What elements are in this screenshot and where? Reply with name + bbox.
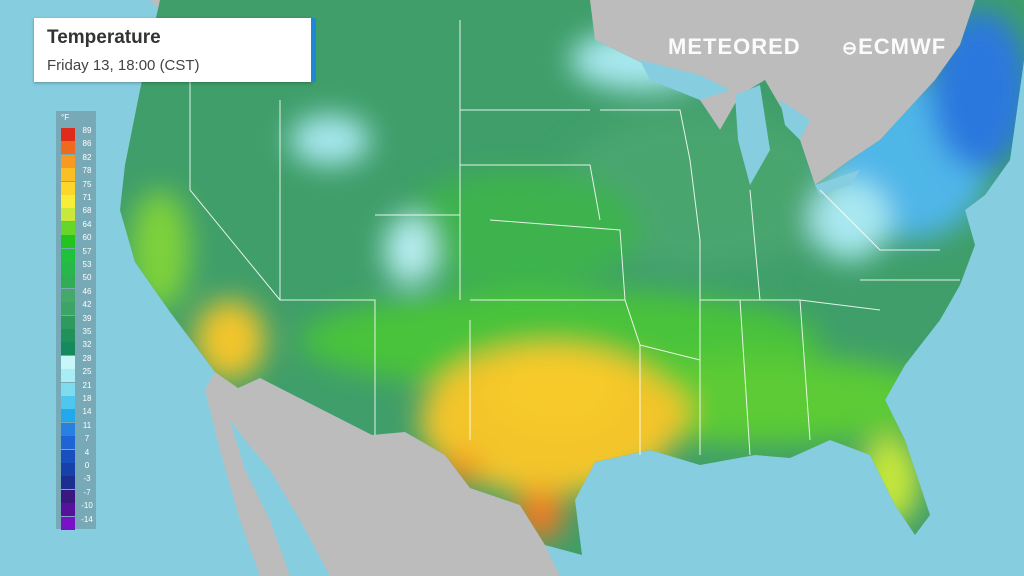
legend-label: 60 bbox=[82, 233, 92, 243]
legend-swatch bbox=[61, 355, 75, 369]
state-borders bbox=[189, 20, 960, 456]
legend-label: 57 bbox=[82, 246, 92, 256]
legend-swatch bbox=[61, 275, 75, 289]
legend-label: 50 bbox=[82, 273, 92, 283]
legend-swatch bbox=[61, 409, 75, 423]
legend-label: -14 bbox=[81, 514, 93, 524]
legend-label: 21 bbox=[82, 380, 92, 390]
legend-swatch bbox=[61, 181, 75, 195]
legend-swatch bbox=[61, 221, 75, 235]
legend-swatch bbox=[61, 449, 75, 463]
legend-swatch bbox=[61, 382, 75, 396]
ecmwf-emblem-icon: ⊖ bbox=[842, 38, 859, 58]
legend-swatch bbox=[61, 168, 75, 182]
forecast-time: Friday 13, 18:00 (CST) bbox=[47, 57, 200, 74]
legend-label: 4 bbox=[84, 447, 90, 457]
legend-swatch bbox=[61, 154, 75, 168]
legend-label: 82 bbox=[82, 152, 92, 162]
legend-swatch bbox=[61, 195, 75, 208]
legend-swatch bbox=[61, 235, 75, 249]
legend-label: 42 bbox=[82, 300, 92, 310]
legend-swatch bbox=[61, 141, 75, 155]
legend-label: -3 bbox=[83, 474, 91, 484]
legend-swatch bbox=[61, 463, 75, 476]
legend-swatch bbox=[61, 476, 75, 490]
legend-swatch bbox=[61, 315, 75, 329]
legend-swatch bbox=[61, 503, 75, 517]
legend-label: -10 bbox=[81, 501, 93, 511]
legend-swatch bbox=[61, 422, 75, 436]
legend-label: 7 bbox=[84, 434, 90, 444]
legend-swatch bbox=[61, 489, 75, 503]
legend-label: 89 bbox=[82, 126, 92, 135]
canada-landmass bbox=[150, 0, 1000, 185]
legend-label: 39 bbox=[82, 313, 92, 323]
legend-label: 32 bbox=[82, 340, 92, 350]
legend-label: 11 bbox=[82, 420, 92, 430]
legend-unit: °F bbox=[61, 113, 70, 122]
title-accent-bar bbox=[311, 18, 316, 82]
legend-label: 86 bbox=[82, 139, 92, 149]
legend-label: 0 bbox=[84, 461, 90, 470]
legend-label: 53 bbox=[82, 260, 92, 269]
legend-swatch bbox=[61, 262, 75, 275]
legend-label: 75 bbox=[82, 179, 92, 189]
mexico-landmass bbox=[205, 372, 560, 576]
legend-label: 68 bbox=[82, 206, 92, 216]
legend-label: 28 bbox=[82, 353, 92, 363]
legend-swatch bbox=[61, 302, 75, 316]
legend-swatch bbox=[61, 288, 75, 302]
legend-label: 78 bbox=[82, 166, 92, 176]
legend-swatch bbox=[61, 342, 75, 356]
legend-swatch bbox=[61, 329, 75, 342]
legend-swatch bbox=[61, 248, 75, 262]
legend-label: 14 bbox=[82, 407, 92, 417]
great-lakes bbox=[640, 60, 860, 195]
legend-swatch bbox=[61, 369, 75, 383]
temperature-legend: °F 89 86 82 78 75 71 68 64 60 57 53 50 46 42 39 35 32 28 2… bbox=[56, 111, 96, 530]
legend-swatch bbox=[61, 128, 75, 141]
legend-label: 71 bbox=[82, 193, 92, 202]
legend-label: 25 bbox=[82, 367, 92, 377]
title-panel: Temperature Friday 13, 18:00 (CST) bbox=[34, 18, 316, 82]
legend-label: 35 bbox=[82, 327, 92, 336]
legend-swatch bbox=[61, 516, 75, 530]
legend-swatch bbox=[61, 436, 75, 450]
ecmwf-logo: ⊖ECMWF bbox=[842, 34, 947, 59]
legend-swatch bbox=[61, 396, 75, 409]
legend-label: -7 bbox=[83, 487, 91, 497]
legend-swatch bbox=[61, 208, 75, 222]
map-title: Temperature bbox=[47, 27, 161, 48]
meteored-logo: METEORED bbox=[668, 34, 801, 59]
legend-label: 64 bbox=[82, 219, 92, 229]
legend-label: 18 bbox=[82, 394, 92, 403]
legend-label: 46 bbox=[82, 286, 92, 296]
